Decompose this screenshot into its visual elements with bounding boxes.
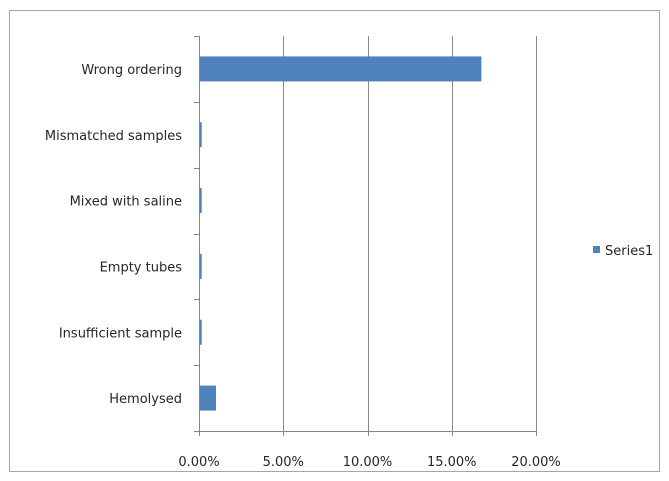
category-label: Insufficient sample xyxy=(59,326,182,341)
x-tick-label: 5.00% xyxy=(263,455,304,470)
x-tick-label: 15.00% xyxy=(427,455,477,470)
category-label: Empty tubes xyxy=(100,260,183,275)
category-label: Mixed with saline xyxy=(70,195,182,210)
chart-frame xyxy=(9,10,660,472)
category-label: Wrong ordering xyxy=(81,63,182,78)
bar-2 xyxy=(200,122,202,148)
x-tick-label: 20.00% xyxy=(511,455,561,470)
category-label: Hemolysed xyxy=(109,392,182,407)
legend-swatch xyxy=(593,246,600,253)
bar-4 xyxy=(200,253,202,279)
x-tick-label: 10.00% xyxy=(343,455,393,470)
bar-1 xyxy=(200,56,482,82)
category-label: Mismatched samples xyxy=(45,129,182,144)
bar-5 xyxy=(200,319,202,345)
x-tick-label: 0.00% xyxy=(178,455,219,470)
legend-label: Series1 xyxy=(605,244,653,259)
bar-3 xyxy=(200,188,202,214)
bar-6 xyxy=(200,385,217,411)
